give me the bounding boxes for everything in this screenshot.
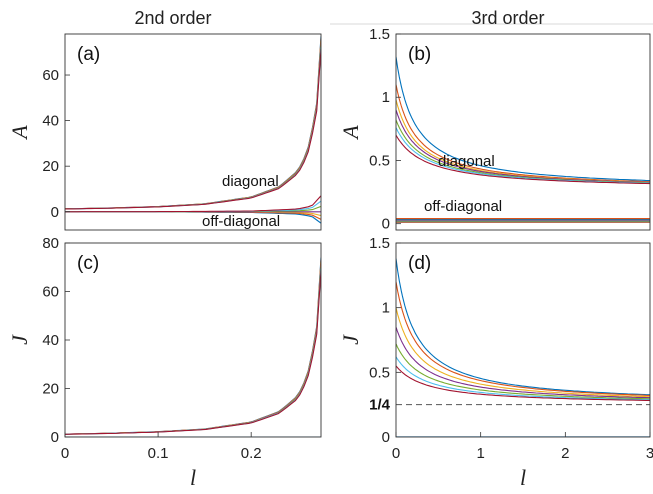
y-axis-label: J [338,334,363,345]
x-tick-label: 3 [646,445,653,462]
series-line [396,119,650,184]
x-tick-label: 1 [476,445,484,462]
x-axis-label: l [190,465,196,490]
panel-c: 0 20 40 60 80 0 0.1 0.2 Jl (c) [7,235,322,490]
x-tick-label: 0.2 [241,445,262,462]
plot-area [396,258,650,437]
y-tick-label: 0 [382,216,390,233]
series-line [65,195,321,213]
plot-frame [64,33,322,231]
column-title-left: 2nd order [134,8,211,28]
y-tick-label: 20 [42,381,59,398]
y-axis-label: A [7,125,32,141]
x-axis-label: l [520,465,526,490]
series-line [396,258,650,396]
annotation-diagonal: diagonal [222,173,279,190]
series-line [396,343,650,400]
series-line [396,109,650,183]
x-tick-label: 0.1 [148,445,169,462]
y-tick-label: 1.5 [369,235,390,252]
y-tick-label: 0 [51,204,59,221]
series-line [396,356,650,401]
y-tick-label: 0.5 [369,152,390,169]
y-tick-label: 1 [382,89,390,106]
x-tick-label: 0 [392,445,400,462]
y-tick-label: 0.5 [369,364,390,381]
y-tick-label: 40 [42,332,59,349]
panel-d: 0.5 1 1.5 1/4 00 1 2 3 Jl (d) [338,235,653,490]
y-tick-label: 40 [42,113,59,130]
plot-frame [395,242,651,438]
series-line [396,56,650,182]
x-tick-label: 2 [561,445,569,462]
series-line [396,99,650,183]
series-line [396,326,650,399]
plot-frame [395,33,651,231]
annotation-diagonal: diagonal [438,153,495,170]
y-axis-label: A [338,125,363,141]
panel-a: 0 20 40 60 A (a) diagonal off-diagonal [7,33,322,231]
series-line [396,365,650,401]
panel-label: (c) [77,253,99,274]
series-line [396,307,650,398]
panel-label: (a) [77,44,100,65]
series-line [65,36,321,210]
panel-label: (b) [408,44,431,65]
y-tick-label-quarter: 1/4 [369,397,391,414]
series-line [65,270,321,435]
y-tick-label: 80 [42,235,59,252]
plot-frame [64,242,322,438]
series-line [65,48,321,210]
series-line [65,211,321,224]
series-line [65,257,321,435]
y-tick-label: 20 [42,158,59,175]
series-line [396,84,650,183]
column-title-right: 3rd order [471,8,544,28]
y-tick-label: 0 [51,429,59,446]
y-tick-label: 1 [382,300,390,317]
series-line [396,127,650,184]
annotation-off-diagonal: off-diagonal [202,213,280,230]
plot-area [65,36,321,224]
y-tick-label: 60 [42,67,59,84]
plot-area [396,56,650,224]
annotation-off-diagonal: off-diagonal [424,198,502,215]
series-line [396,134,650,185]
series-line [396,281,650,396]
y-tick-label-zero: 0 [382,429,390,446]
plot-area [65,257,321,437]
panel-b: 0 0.5 1 1.5 A (b) diagonal off-diagonal [338,26,651,233]
y-axis-label: J [7,334,32,345]
x-tick-label: 0 [61,445,69,462]
panel-label: (d) [408,253,431,274]
y-tick-label: 1.5 [369,26,390,43]
y-tick-label: 60 [42,284,59,301]
